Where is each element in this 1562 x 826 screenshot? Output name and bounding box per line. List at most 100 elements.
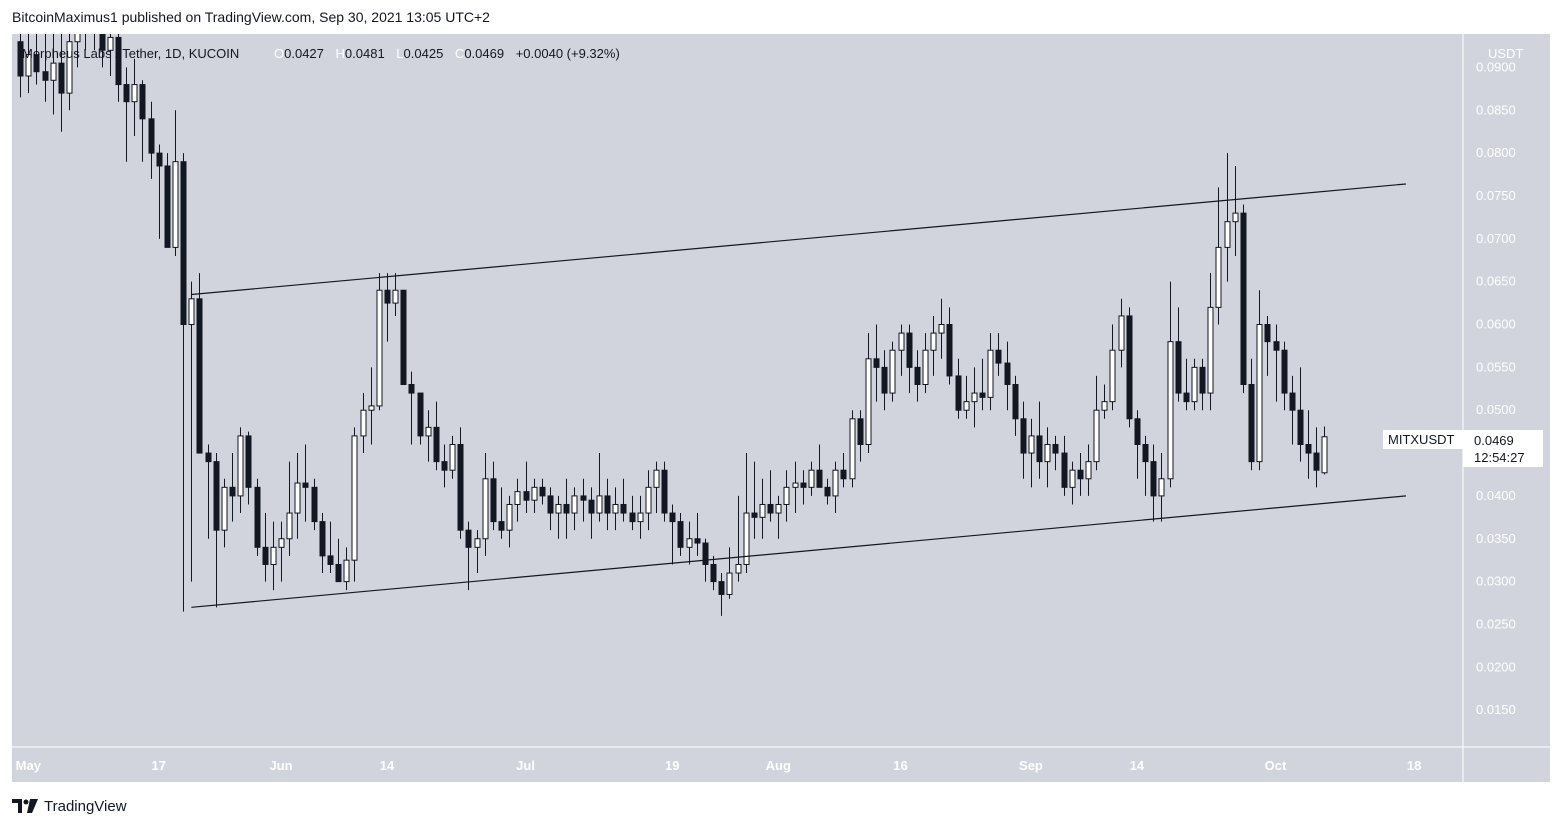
candle (1297, 367, 1304, 462)
candle (498, 487, 505, 539)
candlestick-chart[interactable]: 0.0900 0.0850 0.0800 0.0750 0.0700 0.0650 0.06… (12, 34, 1550, 782)
candle-body (686, 538, 693, 548)
last-price-label: 0.0469 (1474, 433, 1514, 448)
candle (547, 487, 554, 531)
legend-open-label: O (274, 46, 284, 61)
candle (1101, 384, 1108, 419)
candles-layer (17, 34, 1328, 616)
price-tick-label: 0.0350 (1476, 531, 1516, 546)
candle (808, 461, 815, 496)
time-tick-label: 14 (1130, 758, 1145, 773)
candle (164, 153, 171, 248)
candle-body (792, 482, 799, 488)
legend-high-label: H (336, 46, 345, 61)
legend-close-label: C (455, 46, 464, 61)
time-tick-label: 14 (380, 758, 395, 773)
candle-body (188, 298, 195, 326)
candle-body (245, 435, 252, 488)
candle (669, 504, 676, 565)
candle (1175, 307, 1182, 402)
candle (343, 547, 350, 591)
candle (881, 350, 888, 411)
candle-body (107, 36, 114, 51)
candle-body (139, 84, 146, 120)
price-tick-label: 0.0250 (1476, 616, 1516, 631)
candle-body (1289, 392, 1296, 411)
candle (188, 281, 195, 582)
candle (85, 34, 86, 51)
candle-body (735, 563, 742, 574)
candle (1109, 324, 1116, 411)
candle (50, 34, 57, 115)
candle-body (66, 41, 73, 94)
trendline[interactable] (191, 495, 1406, 608)
candle (946, 307, 953, 385)
candle (506, 495, 513, 548)
candle-body (1012, 384, 1019, 420)
candle-body (938, 324, 945, 334)
candle-body (1044, 443, 1051, 463)
chart-frame[interactable]: 0.0900 0.0850 0.0800 0.0750 0.0700 0.0650 0.06… (12, 34, 1550, 782)
tradingview-logo-icon (12, 799, 38, 813)
candle (1052, 435, 1059, 471)
candle (449, 435, 456, 479)
price-tick-label: 0.0500 (1476, 402, 1516, 417)
candle (1158, 453, 1165, 522)
legend-close-value: 0.0469 (464, 46, 504, 61)
candle-body (971, 392, 978, 403)
time-tick-label: Aug (766, 758, 791, 773)
candle-body (482, 478, 489, 540)
candle-body (767, 503, 774, 514)
candle (824, 478, 831, 505)
price-tick-label: 0.0400 (1476, 488, 1516, 503)
candle (849, 410, 856, 488)
time-tick-label: Sep (1019, 758, 1043, 773)
candle-body (58, 62, 65, 94)
candle (694, 513, 701, 556)
candle-body (1264, 324, 1271, 343)
candle (1142, 435, 1149, 496)
candle (743, 453, 750, 574)
candle (1118, 298, 1125, 368)
candle (1256, 290, 1263, 471)
candle-body (743, 512, 750, 565)
candle (539, 478, 546, 505)
candle (384, 273, 391, 342)
candle (637, 495, 644, 539)
candle-body (930, 332, 937, 351)
candle (368, 367, 375, 445)
candle (156, 144, 163, 239)
candle-body (506, 503, 513, 531)
candle-body (808, 469, 815, 488)
candle-body (278, 538, 285, 548)
candle-body (115, 36, 122, 86)
candle (229, 453, 236, 522)
candle-body (751, 512, 758, 518)
candle-body (1093, 409, 1100, 463)
candle (922, 333, 929, 394)
time-axis: May 17 Jun 14 Jul 19 Aug 16 Sep 14 Oct 18 (16, 758, 1422, 773)
candle-body (1085, 461, 1092, 480)
candle (906, 324, 913, 394)
candle-body (205, 452, 212, 463)
candle-body (881, 366, 888, 394)
candle-body (759, 503, 766, 518)
candle (1215, 187, 1222, 325)
legend-high-value: 0.0481 (345, 46, 385, 61)
candle (865, 333, 872, 454)
trendline[interactable] (191, 183, 1406, 296)
price-tick-label: 0.0200 (1476, 659, 1516, 674)
trendlines-layer (191, 183, 1406, 608)
candle-body (1167, 341, 1174, 480)
candle-body (286, 512, 293, 540)
candle (1240, 204, 1247, 394)
candle (474, 530, 481, 574)
candle-body (1175, 341, 1182, 394)
candle-body (1305, 443, 1312, 454)
candle (237, 427, 244, 514)
candle (775, 495, 782, 539)
candle-body (433, 426, 440, 463)
candle-body (1207, 306, 1214, 394)
candle (1191, 358, 1198, 411)
candle (987, 333, 994, 411)
